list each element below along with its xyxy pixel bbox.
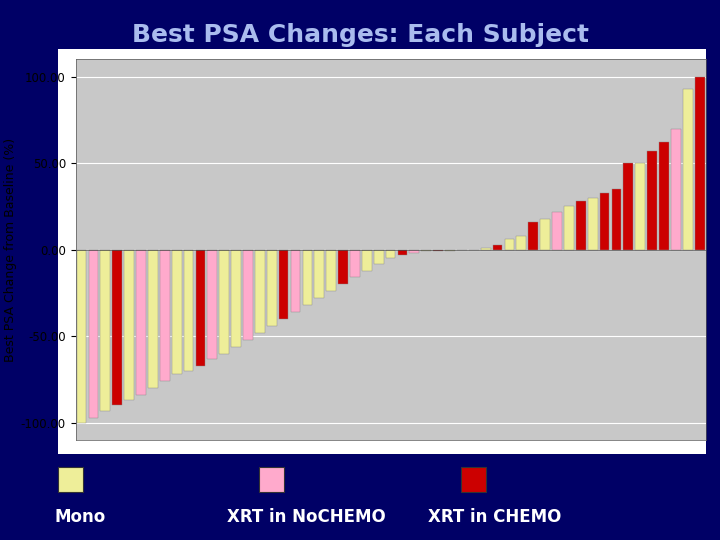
Text: XRT in CHEMO: XRT in CHEMO (428, 508, 562, 526)
Bar (207, 249, 217, 359)
Bar (160, 249, 170, 381)
Bar (231, 249, 241, 347)
Bar (552, 212, 562, 249)
Bar (220, 249, 229, 354)
Bar (374, 249, 384, 264)
Bar (528, 222, 538, 249)
Bar (184, 249, 194, 371)
Bar (255, 249, 265, 333)
Bar (267, 249, 276, 326)
Bar (136, 249, 146, 395)
Bar (635, 163, 645, 249)
Bar (421, 249, 431, 252)
Bar (196, 249, 205, 366)
Bar (410, 249, 419, 253)
Bar (362, 249, 372, 271)
Bar (588, 198, 598, 249)
Bar (397, 249, 408, 255)
Bar (433, 249, 443, 252)
Text: Mono: Mono (54, 508, 105, 526)
Bar (148, 249, 158, 388)
Bar (279, 249, 289, 319)
Bar (386, 249, 395, 259)
Bar (481, 248, 490, 249)
Bar (647, 151, 657, 249)
Text: XRT in NoCHEMO: XRT in NoCHEMO (227, 508, 385, 526)
Bar (89, 249, 99, 417)
Bar (671, 129, 680, 249)
Bar (326, 249, 336, 291)
Bar (302, 249, 312, 305)
Bar (291, 249, 300, 312)
Y-axis label: Best PSA Change from Baseline (%): Best PSA Change from Baseline (%) (4, 138, 17, 362)
Bar (125, 249, 134, 400)
Bar (600, 193, 609, 249)
Bar (172, 249, 181, 374)
Bar (540, 219, 550, 249)
Bar (659, 143, 669, 249)
Bar (492, 245, 503, 249)
Bar (445, 249, 455, 252)
Bar (516, 236, 526, 249)
Bar (611, 189, 621, 249)
Bar (76, 249, 86, 423)
Bar (695, 77, 705, 249)
Bar (101, 249, 110, 411)
Bar (112, 249, 122, 406)
Bar (350, 249, 360, 278)
Bar (505, 239, 514, 249)
Bar (624, 163, 633, 249)
Bar (315, 249, 324, 298)
Text: Best PSA Changes: Each Subject: Best PSA Changes: Each Subject (132, 23, 588, 47)
Bar (683, 89, 693, 249)
Bar (243, 249, 253, 340)
Bar (564, 206, 574, 249)
Bar (338, 249, 348, 285)
Bar (576, 201, 585, 249)
